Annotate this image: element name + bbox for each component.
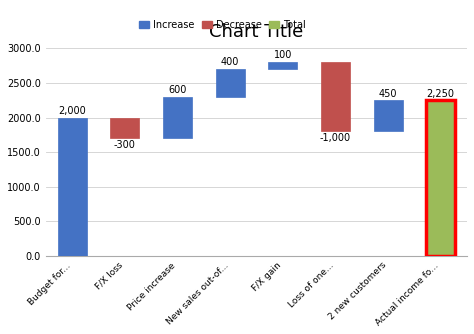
Text: -1,000: -1,000	[320, 133, 351, 143]
Bar	[110, 118, 139, 138]
Text: 450: 450	[379, 89, 397, 99]
Text: -300: -300	[114, 140, 136, 150]
Legend: Increase, Decrease, Total: Increase, Decrease, Total	[136, 16, 310, 34]
Bar	[426, 100, 455, 256]
Bar	[216, 69, 245, 97]
Text: 100: 100	[273, 50, 292, 60]
Text: 400: 400	[221, 57, 239, 67]
Text: 2,250: 2,250	[427, 89, 455, 99]
Bar	[163, 97, 192, 138]
Bar	[268, 62, 297, 69]
Bar	[374, 100, 402, 131]
Bar	[321, 62, 350, 131]
Title: Chart Title: Chart Title	[209, 23, 303, 41]
Text: 600: 600	[168, 85, 187, 95]
Text: 2,000: 2,000	[58, 106, 86, 116]
Bar	[57, 118, 86, 256]
